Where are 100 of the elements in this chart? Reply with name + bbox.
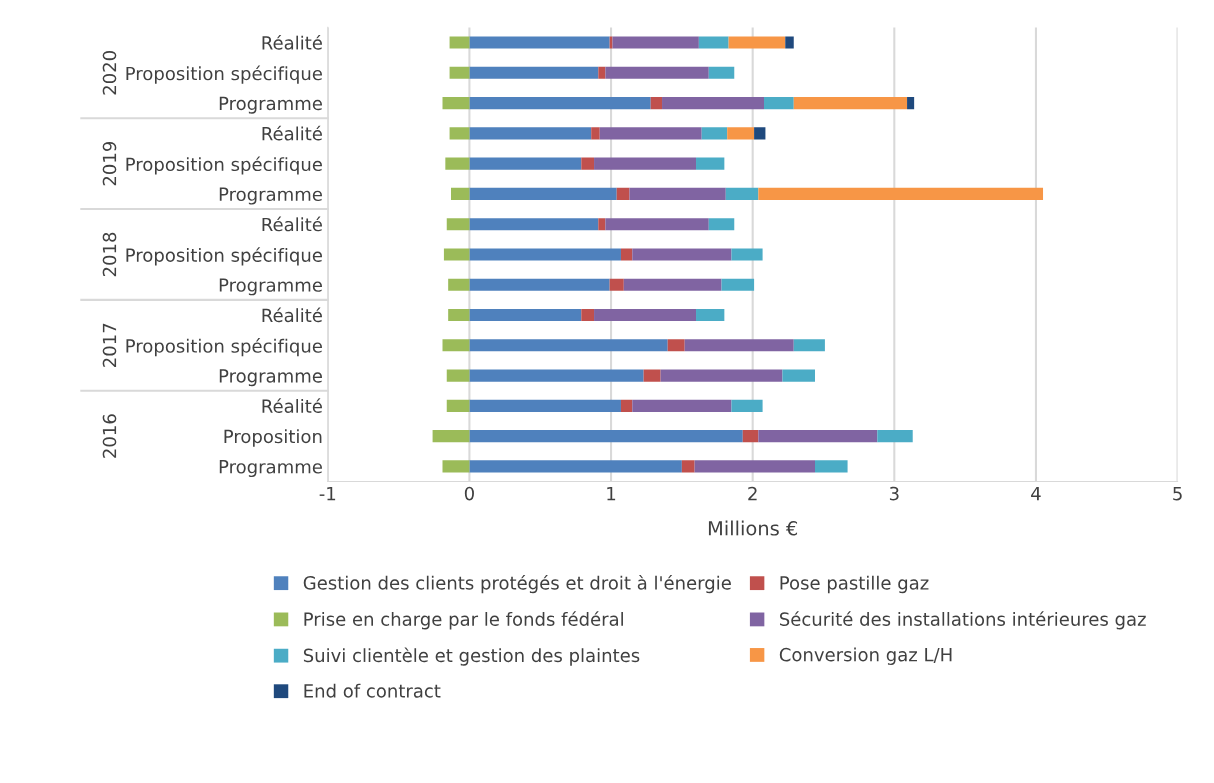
bar bbox=[815, 460, 848, 473]
legend-label: Prise en charge par le fonds fédéral bbox=[304, 611, 623, 630]
bar bbox=[907, 97, 915, 110]
y-tick-label: Programme bbox=[219, 187, 322, 205]
legend-label: Gestion des clients protégés et droit à l'énergie bbox=[303, 575, 731, 594]
bar bbox=[660, 369, 783, 382]
y-tick-label: Programme bbox=[219, 278, 322, 296]
bar bbox=[469, 369, 644, 382]
bar bbox=[758, 187, 1044, 200]
bar bbox=[469, 430, 743, 443]
bar bbox=[469, 278, 610, 291]
y-tick-label: Réalité bbox=[262, 125, 322, 141]
bar bbox=[632, 399, 732, 412]
bar bbox=[469, 97, 651, 110]
bar bbox=[731, 399, 763, 412]
bar bbox=[449, 127, 470, 140]
x-tick-label: 1 bbox=[607, 486, 616, 501]
bar bbox=[629, 187, 726, 200]
bar bbox=[448, 308, 470, 322]
bar bbox=[643, 369, 661, 382]
bar bbox=[725, 187, 759, 200]
bar bbox=[684, 339, 794, 352]
bar bbox=[598, 218, 606, 231]
bar bbox=[793, 97, 908, 110]
text: 2020 bbox=[102, 51, 117, 95]
bar bbox=[758, 430, 878, 443]
bar bbox=[727, 127, 755, 140]
x-tick-label: 2 bbox=[748, 486, 757, 501]
bar bbox=[605, 66, 709, 79]
y-tick-label: Réalité bbox=[262, 216, 322, 232]
bar bbox=[605, 218, 709, 231]
bar bbox=[698, 36, 729, 49]
bar bbox=[623, 278, 722, 291]
y-tick-label: Programme bbox=[219, 369, 322, 387]
bar bbox=[443, 248, 470, 261]
bar bbox=[445, 157, 470, 170]
bar bbox=[449, 66, 470, 79]
y-tick-label: Réalité bbox=[262, 398, 322, 413]
bar bbox=[721, 278, 755, 291]
bar bbox=[469, 248, 621, 261]
y-tick-label: Proposition spécifique bbox=[126, 65, 322, 84]
bar bbox=[446, 399, 470, 412]
y-tick-label: Réalité bbox=[262, 34, 322, 50]
bar bbox=[662, 97, 765, 110]
x-tick-label: -1 bbox=[319, 486, 336, 501]
bar bbox=[469, 66, 599, 79]
bar bbox=[764, 97, 794, 110]
bar bbox=[442, 339, 470, 352]
bar bbox=[598, 66, 606, 79]
bar bbox=[591, 127, 600, 140]
bar bbox=[696, 308, 725, 322]
bar bbox=[793, 339, 825, 352]
x-tick-label: 5 bbox=[1173, 486, 1182, 501]
bar bbox=[469, 460, 682, 473]
bar bbox=[696, 157, 725, 170]
bar bbox=[708, 66, 735, 79]
bar bbox=[708, 218, 735, 231]
y-tick-label: Proposition spécifique bbox=[126, 156, 322, 175]
bar bbox=[754, 127, 766, 140]
x-tick-label: 4 bbox=[1031, 486, 1041, 501]
bar bbox=[742, 430, 759, 443]
bar bbox=[451, 187, 470, 200]
bar bbox=[469, 36, 610, 49]
text: 2016 bbox=[102, 414, 117, 458]
x-tick-label: 0 bbox=[464, 486, 474, 501]
bar bbox=[469, 308, 582, 322]
x-tick-label: 3 bbox=[889, 486, 899, 501]
bar bbox=[449, 36, 470, 49]
bar bbox=[446, 369, 470, 382]
bar bbox=[728, 36, 786, 49]
x-axis-title: Millions € bbox=[708, 520, 798, 536]
y-tick-label: Programme bbox=[219, 460, 322, 478]
bar bbox=[442, 97, 470, 110]
legend-label: Suivi clientèle et gestion des plaintes bbox=[303, 647, 640, 666]
y-tick-label: Proposition bbox=[224, 429, 322, 447]
bar bbox=[594, 308, 697, 322]
y-tick-label: Programme bbox=[219, 96, 322, 114]
legend-label: End of contract bbox=[304, 683, 441, 698]
legend-label: Pose pastille gaz bbox=[780, 575, 929, 594]
bar bbox=[581, 157, 595, 170]
text: 2019 bbox=[102, 141, 117, 186]
text: 2018 bbox=[102, 232, 117, 277]
bar bbox=[448, 278, 470, 291]
bar bbox=[616, 187, 630, 200]
bar bbox=[731, 248, 763, 261]
legend-label: Sécurité des installations intérieures gaz bbox=[779, 611, 1146, 630]
bar bbox=[785, 36, 794, 49]
bar bbox=[701, 127, 728, 140]
bar bbox=[609, 278, 624, 291]
bar bbox=[694, 460, 815, 473]
bar bbox=[681, 460, 695, 473]
bar bbox=[469, 187, 617, 200]
bar bbox=[620, 248, 633, 261]
bar bbox=[432, 430, 470, 443]
bar bbox=[581, 308, 595, 322]
bar bbox=[782, 369, 815, 382]
legend-label: Conversion gaz L/H bbox=[779, 647, 952, 665]
bar bbox=[877, 430, 913, 443]
y-tick-label: Proposition spécifique bbox=[126, 247, 322, 266]
bar bbox=[650, 97, 663, 110]
